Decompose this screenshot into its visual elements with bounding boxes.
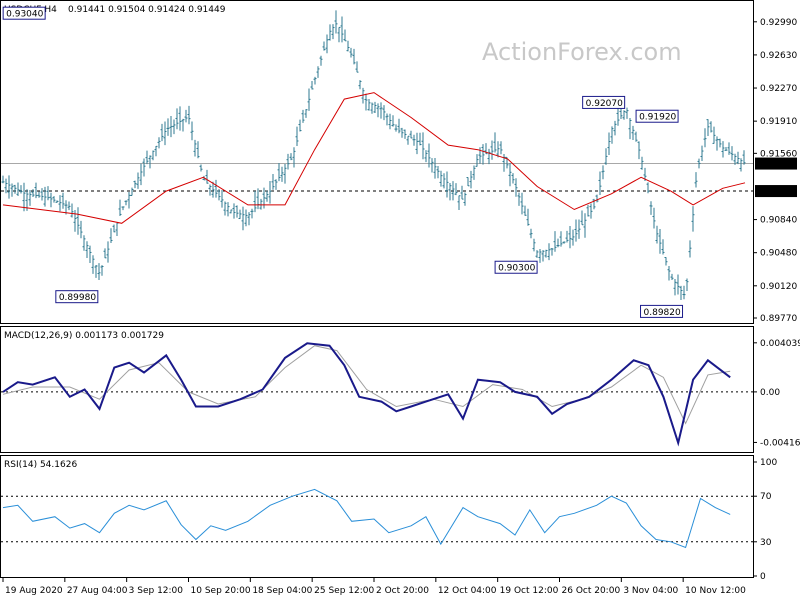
price-axis-label: 0.92990: [760, 18, 797, 28]
price-label: 0.89980: [59, 293, 96, 303]
price-label: 0.89820: [644, 308, 681, 318]
price-label-box: [582, 95, 626, 109]
axes: 0.92990 0.92630 0.92270 0.91910 0.91560 0.908…: [2, 18, 800, 596]
macd-axis-label: -0.00416: [760, 438, 800, 448]
price-axis-label: 0.90120: [760, 282, 797, 292]
price-label-box: [640, 304, 684, 318]
price-label: 0.90300: [498, 264, 535, 274]
rsi-line: [2, 488, 731, 549]
rsi-title: RSI(14) 54.1626: [4, 460, 77, 470]
x-axis-label: 18 Sep 04:00: [252, 586, 312, 596]
rsi-axis-label: 30: [760, 538, 772, 548]
support-label: 0.91150: [760, 188, 797, 198]
price-label-box: [55, 290, 99, 304]
price-axis-label: 0.90840: [760, 216, 797, 226]
macd-axis-label: 0.00: [760, 388, 780, 398]
x-axis-label: 26 Oct 20:00: [562, 586, 621, 596]
x-axis-label: 25 Sep 12:00: [314, 586, 374, 596]
support-tag: [755, 185, 797, 198]
price-label-box: [635, 109, 679, 123]
x-axis-label: 2 Oct 20:00: [376, 586, 429, 596]
price-axis-label: 0.92270: [760, 84, 797, 94]
ohlc-header: 0.91441 0.91504 0.91424 0.91449: [68, 5, 226, 15]
ohlc-bars: [1, 10, 746, 300]
watermark: ActionForex.com: [482, 38, 682, 66]
macd-axis-label: 0.004039: [760, 339, 800, 349]
x-axis-label: 10 Nov 12:00: [685, 586, 746, 596]
price-label: 0.91920: [639, 113, 676, 123]
x-axis-label: 12 Oct 04:00: [438, 586, 497, 596]
x-axis-label: 3 Nov 04:00: [623, 586, 678, 596]
macd-series: [1, 342, 753, 447]
x-axis-label: 3 Sep 12:00: [129, 586, 184, 596]
price-pane: [0, 0, 754, 324]
price-label-box: [494, 260, 538, 274]
x-axis-label: 19 Oct 12:00: [500, 586, 559, 596]
price-axis-label: 0.91560: [760, 149, 797, 159]
rsi-pane: [0, 455, 754, 578]
price-label-box: [2, 6, 46, 20]
price-axis-label: 0.89770: [760, 314, 797, 324]
macd-line: [2, 342, 731, 447]
price-label: 0.93040: [6, 10, 43, 20]
rsi-axis-label: 70: [760, 492, 772, 502]
rsi-series: [1, 488, 753, 549]
current-price-label: 0.91449: [760, 160, 797, 170]
x-axis-label: 10 Sep 20:00: [191, 586, 251, 596]
macd-title: MACD(12,26,9) 0.001173 0.001729: [4, 331, 164, 341]
moving-average-line: [2, 92, 746, 224]
current-price-tag: [755, 157, 797, 170]
macd-signal-line: [2, 345, 731, 425]
x-axis-label: 19 Aug 2020: [5, 586, 63, 596]
price-axis-label: 0.91910: [760, 117, 797, 127]
macd-pane: [0, 326, 754, 453]
price-label: 0.92070: [586, 99, 623, 109]
rsi-axis-label: 100: [760, 458, 777, 468]
price-axis-label: 0.92630: [760, 51, 797, 61]
price-series: 0.93040 0.89980 0.92070 0.91920 0.90300 0.898…: [1, 6, 753, 318]
rsi-axis-label: 0: [760, 572, 766, 582]
x-axis-label: 27 Aug 04:00: [67, 586, 128, 596]
price-axis-label: 0.90480: [760, 249, 797, 259]
